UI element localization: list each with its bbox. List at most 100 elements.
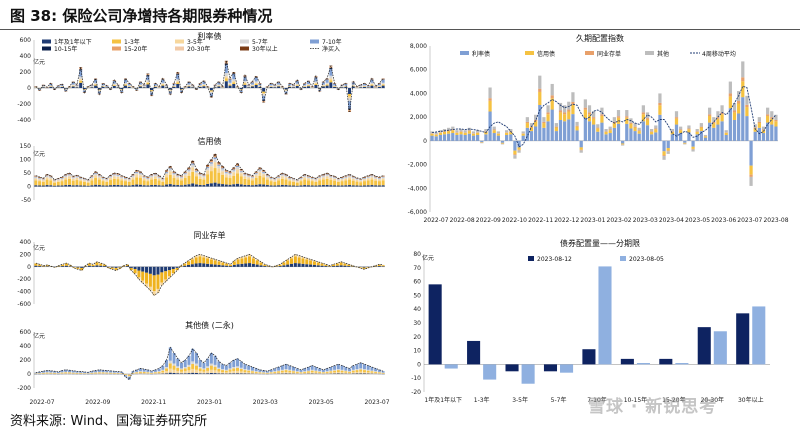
bar-segment bbox=[49, 176, 53, 178]
bar-segment bbox=[329, 66, 333, 68]
bar-segment bbox=[269, 86, 273, 88]
bar-segment bbox=[288, 83, 292, 86]
bar-segment bbox=[236, 373, 239, 374]
bar-segment bbox=[757, 117, 761, 122]
bar-segment bbox=[434, 134, 438, 137]
bar-segment bbox=[558, 119, 563, 141]
bar-segment bbox=[67, 174, 71, 176]
bar-segment bbox=[645, 125, 650, 141]
bar-segment bbox=[194, 171, 198, 174]
bar-segment bbox=[306, 81, 310, 85]
bar-segment bbox=[273, 85, 277, 87]
bar-segment bbox=[165, 367, 169, 369]
bar-segment bbox=[284, 174, 288, 176]
bar-segment bbox=[221, 364, 225, 370]
bar-segment bbox=[366, 180, 370, 186]
bar-segment bbox=[240, 258, 244, 264]
bar-segment bbox=[451, 126, 455, 130]
bar-segment bbox=[228, 83, 232, 85]
bar-segment bbox=[141, 271, 145, 281]
bar-segment bbox=[381, 175, 385, 177]
bar-segment bbox=[716, 124, 720, 141]
bar-segment bbox=[321, 177, 325, 180]
bar-segment bbox=[335, 265, 339, 267]
legend-label: 7-10年 bbox=[322, 38, 342, 46]
bar-segment bbox=[135, 172, 139, 175]
bar-segment bbox=[749, 140, 753, 166]
bar-segment bbox=[292, 372, 296, 374]
bar-segment bbox=[336, 372, 340, 374]
y-tick-label: 100 bbox=[20, 157, 32, 164]
bar-segment bbox=[135, 372, 139, 374]
bar-segment bbox=[213, 157, 217, 159]
bar-segment bbox=[254, 81, 258, 83]
legend-swatch bbox=[460, 51, 469, 55]
bar-segment bbox=[563, 121, 567, 141]
bar-segment bbox=[239, 90, 243, 93]
y-axis-unit: 亿元 bbox=[33, 332, 45, 340]
bar-segment bbox=[109, 180, 113, 186]
bar-segment bbox=[476, 132, 480, 135]
bar-segment bbox=[362, 181, 366, 186]
bar-segment bbox=[209, 365, 213, 370]
bar-segment bbox=[325, 184, 329, 187]
bar-segment bbox=[381, 178, 385, 181]
bar-segment bbox=[94, 184, 98, 187]
bar-segment bbox=[209, 372, 213, 374]
bar-segment bbox=[101, 181, 105, 186]
bar-segment bbox=[198, 176, 202, 179]
bar-segment bbox=[209, 171, 213, 184]
bar-segment bbox=[288, 179, 292, 182]
bar-segment bbox=[150, 91, 154, 93]
bar-segment bbox=[741, 77, 745, 82]
bar-segment bbox=[75, 176, 79, 178]
bar-segment bbox=[187, 170, 191, 173]
bar-segment bbox=[374, 371, 378, 372]
bar-segment bbox=[355, 370, 359, 373]
bar-segment bbox=[217, 172, 221, 184]
bar-segment bbox=[370, 79, 374, 83]
bar-segment bbox=[45, 266, 49, 267]
bar-segment bbox=[213, 168, 217, 183]
bar-segment bbox=[194, 176, 198, 185]
bar-segment bbox=[209, 259, 213, 265]
bar-segment bbox=[592, 117, 596, 119]
bar-segment bbox=[236, 370, 239, 374]
bar-segment bbox=[377, 266, 381, 267]
bar-segment bbox=[41, 371, 45, 373]
bar-segment bbox=[213, 162, 217, 169]
bar-segment bbox=[662, 155, 666, 157]
bar-segment bbox=[592, 124, 596, 141]
bar-segment bbox=[455, 130, 459, 133]
bar-segment bbox=[344, 176, 348, 178]
bar-segment bbox=[165, 368, 169, 372]
bar-segment bbox=[123, 84, 127, 86]
bar-segment bbox=[135, 184, 139, 187]
bar-segment bbox=[699, 126, 703, 128]
bar-segment bbox=[262, 88, 266, 92]
bar-segment bbox=[438, 130, 442, 133]
bar-segment bbox=[344, 178, 348, 181]
bar-segment bbox=[314, 185, 318, 187]
y-tick-label: 30 bbox=[413, 320, 421, 327]
bar-segment bbox=[362, 83, 366, 86]
bar-segment bbox=[67, 175, 71, 177]
bar-segment bbox=[476, 134, 480, 141]
bar-segment bbox=[381, 266, 385, 267]
bar-segment bbox=[329, 68, 333, 76]
bar-segment bbox=[303, 176, 307, 178]
bar-segment bbox=[269, 178, 273, 180]
bar bbox=[521, 364, 535, 384]
bar-segment bbox=[206, 165, 210, 168]
bar-segment bbox=[71, 176, 75, 178]
bar-segment bbox=[351, 176, 355, 178]
bar-segment bbox=[616, 110, 621, 117]
bar-segment bbox=[666, 148, 670, 151]
bar-segment bbox=[525, 121, 529, 124]
x-tick-label: 2022-09 bbox=[85, 399, 110, 406]
bar-segment bbox=[310, 179, 314, 182]
bar-segment bbox=[492, 129, 496, 131]
bar-segment bbox=[116, 175, 120, 177]
bar-segment bbox=[277, 372, 281, 374]
bar-segment bbox=[49, 372, 53, 374]
